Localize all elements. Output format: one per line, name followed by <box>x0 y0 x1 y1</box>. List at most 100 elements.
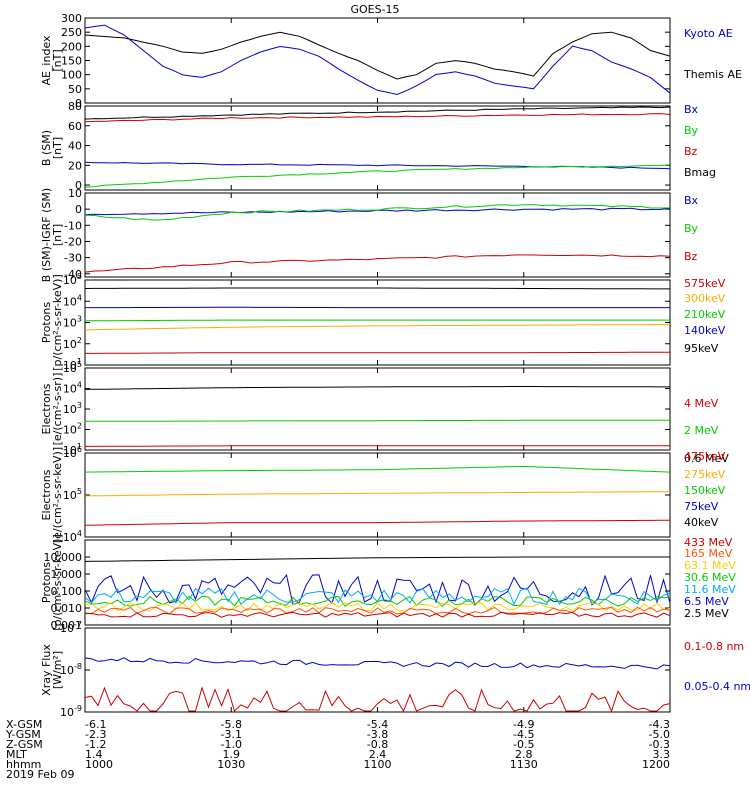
footer-value: 1200 <box>642 758 670 771</box>
y-tick-exponent: 2 <box>77 336 82 345</box>
y-tick-label: 150 <box>61 55 82 68</box>
legend-entry: 0.1-0.8 nm <box>684 640 744 653</box>
footer-row-label: MLT <box>6 748 27 761</box>
footer-value: -5.0 <box>649 728 670 741</box>
y-tick-exponent: -9 <box>74 704 82 713</box>
y-tick-exponent: 2 <box>77 422 82 431</box>
series-line <box>84 324 670 331</box>
legend-entry: 0.6 MeV <box>684 452 729 465</box>
footer-value: -3.8 <box>367 728 388 741</box>
y-axis-label: Protons <box>40 562 53 603</box>
legend-entry: 210keV <box>684 308 726 321</box>
series-line <box>84 611 671 618</box>
footer-value: -5.8 <box>221 718 242 731</box>
legend-entry: Bz <box>684 250 698 263</box>
legend-entry: 475keV <box>684 450 726 463</box>
y-tick-label: 102 <box>63 422 82 437</box>
legend-entry: Bmag <box>684 166 716 179</box>
legend-entry: Bx <box>684 194 699 207</box>
footer-value: -5.4 <box>367 718 388 731</box>
series-line <box>84 113 671 123</box>
series-line <box>85 445 670 447</box>
y-tick-label: 104 <box>63 529 82 544</box>
legend-entry: 11.6 MeV <box>684 583 736 596</box>
y-tick-label: 0 <box>75 179 82 192</box>
y-tick-label: 60 <box>68 120 82 133</box>
y-tick-label: -10 <box>64 219 82 232</box>
panel-7: 10.000 1.000 0.100 0.010 0.001 Protons[p/(cm²… <box>40 534 736 632</box>
footer-value: -0.3 <box>649 738 670 751</box>
series-line <box>84 207 671 216</box>
y-tick-label: 40 <box>68 140 82 153</box>
panel-2: 0 20 40 60 80 B (SM)[nT] Bx By Bz Bmag <box>40 100 716 192</box>
series-line <box>84 573 671 606</box>
footer-value: -3.1 <box>221 728 242 741</box>
legend-entry: 275keV <box>684 468 726 481</box>
y-tick-label: 100 <box>61 69 82 82</box>
panel-frame <box>84 627 671 713</box>
footer-value: 1.9 <box>223 748 241 761</box>
panel-3: 10 0 -10 -20 -30 -40 B (SM)-IGRF (SM)[nT] Bx By B… <box>40 187 699 282</box>
y-tick-label: 106 <box>63 445 82 460</box>
y-tick-label: 300 <box>61 12 82 25</box>
y-axis-label: Electrons <box>40 383 53 434</box>
y-tick-label: 10-9 <box>60 704 82 719</box>
legend-entry: By <box>684 124 699 137</box>
series-line <box>84 386 670 390</box>
series-line <box>85 319 670 322</box>
footer-value: 1030 <box>217 758 245 771</box>
footer-value: 3.3 <box>653 748 671 761</box>
footer-value: 2.4 <box>369 748 387 761</box>
y-tick-label: 10-7 <box>60 620 82 635</box>
y-tick-label: 10 <box>68 187 82 200</box>
series-line <box>85 351 670 354</box>
series-line <box>84 601 671 612</box>
y-axis-label: B (SM) <box>40 130 53 166</box>
y-tick-exponent: -8 <box>74 662 82 671</box>
legend-entry: 63.1 MeV <box>684 559 736 572</box>
y-axis-label: B (SM)-IGRF (SM) <box>40 188 53 282</box>
legend-entry: 575keV <box>684 277 726 290</box>
y-tick-label: 1.000 <box>51 568 83 581</box>
legend-entry: 6.5 MeV <box>684 595 729 608</box>
y-axis-label: Xray Flux <box>40 644 53 696</box>
y-tick-exponent: 6 <box>77 445 82 454</box>
legend-entry: Themis AE <box>683 68 742 81</box>
legend-entry: 300keV <box>684 292 726 305</box>
panel-frame <box>84 367 671 451</box>
y-tick-label: 104 <box>63 381 82 396</box>
footer-value: -1.0 <box>221 738 242 751</box>
footer-row-label: X-GSM <box>6 718 42 731</box>
legend-entry: By <box>684 222 699 235</box>
y-tick-exponent: -7 <box>74 620 82 629</box>
y-tick-label: 20 <box>68 159 82 172</box>
legend-entry: 75keV <box>684 500 719 513</box>
legend-entry: 95keV <box>684 342 719 355</box>
legend-entry: 433 MeV <box>684 536 733 549</box>
y-tick-label: 0.010 <box>51 602 83 615</box>
y-tick-exponent: 5 <box>77 360 82 369</box>
footer-value: -4.3 <box>649 718 670 731</box>
legend-entry: 2.5 MeV <box>684 607 729 620</box>
legend-entry: 30.6 MeV <box>684 571 736 584</box>
series-line <box>84 287 670 290</box>
y-tick-label: -40 <box>64 268 82 281</box>
series-line <box>84 164 671 188</box>
y-tick-exponent: 1 <box>77 357 82 366</box>
footer-value: -0.5 <box>513 738 534 751</box>
y-tick-label: 105 <box>63 360 82 375</box>
series-line <box>84 204 671 221</box>
footer-value: 1130 <box>510 758 538 771</box>
series-line <box>84 556 670 562</box>
chart-title: GOES-15 <box>350 3 399 16</box>
series-line <box>84 465 671 473</box>
series-line <box>85 419 670 422</box>
footer-value: -6.1 <box>85 718 106 731</box>
footer-row-label: Y-GSM <box>5 728 41 741</box>
legend-entry: 140keV <box>684 324 726 337</box>
y-tick-label: 50 <box>68 83 82 96</box>
y-tick-exponent: 1 <box>77 442 82 451</box>
